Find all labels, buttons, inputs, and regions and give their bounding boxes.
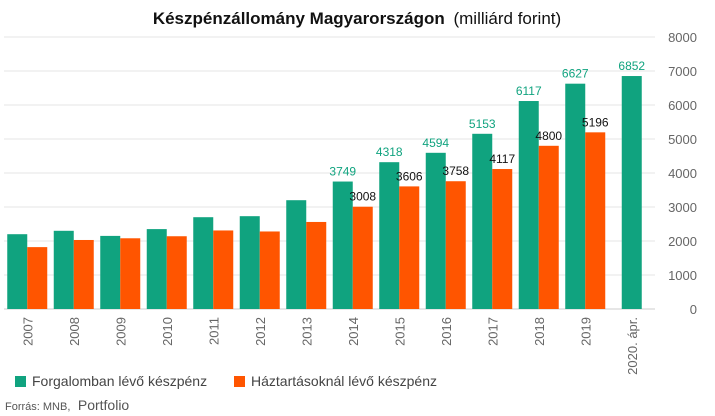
- x-tick-label: 2020. ápr.: [625, 317, 640, 375]
- x-tick-label: 2013: [299, 317, 314, 346]
- y-tick-label: 3000: [668, 200, 697, 215]
- x-tick-label: 2012: [253, 317, 268, 346]
- source-brand: Portfolio: [78, 397, 130, 413]
- bar-haztartasok: [259, 231, 280, 309]
- x-tick-label: 2010: [160, 317, 175, 346]
- bar-forgalomban: [518, 101, 539, 309]
- bar-forgalomban: [286, 200, 307, 309]
- bar-haztartasok: [445, 181, 466, 309]
- bar-haztartasok: [538, 145, 559, 309]
- bar-haztartasok: [120, 238, 141, 309]
- bar-label-haztartasok: 3758: [442, 164, 469, 178]
- bar-haztartasok: [585, 132, 606, 309]
- x-tick-label: 2019: [578, 317, 593, 346]
- bar-forgalomban: [193, 217, 214, 309]
- bar-labels: 3749 3008 4318 3606 4594 3758 5153 4117 6117 4800…: [329, 59, 645, 204]
- chart-title-main: Készpénzállomány Magyarországon: [153, 9, 445, 28]
- bar-label-forgalomban: 3749: [329, 165, 356, 179]
- bar-forgalomban: [621, 76, 642, 309]
- source-prefix: Forrás: MNB,: [5, 401, 70, 413]
- bar-label-forgalomban: 5153: [469, 117, 496, 131]
- bar-forgalomban: [53, 230, 74, 309]
- source-note: Forrás: MNB, Portfolio: [5, 397, 129, 414]
- y-tick-label: 8000: [668, 30, 697, 45]
- bar-forgalomban: [7, 234, 28, 309]
- bar-forgalomban: [565, 83, 586, 309]
- x-tick-label: 2016: [439, 317, 454, 346]
- bar-label-forgalomban: 6627: [562, 67, 589, 81]
- bar-label-haztartasok: 3606: [396, 169, 423, 183]
- x-tick-label: 2017: [485, 317, 500, 346]
- bar-haztartasok: [73, 239, 94, 309]
- bar-haztartasok: [399, 186, 420, 309]
- x-tick-label: 2015: [392, 317, 407, 346]
- bar-label-forgalomban: 4318: [376, 145, 403, 159]
- x-tick-label: 2007: [20, 317, 35, 346]
- chart-title: Készpénzállomány Magyarországon (milliár…: [153, 9, 561, 28]
- bar-haztartasok: [492, 169, 513, 309]
- bar-label-forgalomban: 6117: [516, 84, 542, 98]
- y-tick-label: 6000: [668, 98, 697, 113]
- legend: Forgalomban lévő készpénz Háztartásoknál…: [15, 373, 437, 389]
- y-tick-label: 2000: [668, 234, 697, 249]
- y-tick-label: 1000: [668, 268, 697, 283]
- bar-forgalomban: [100, 235, 121, 309]
- bar-forgalomban: [239, 216, 260, 309]
- bar-label-haztartasok: 3008: [349, 190, 376, 204]
- legend-label-series-1: Forgalomban lévő készpénz: [32, 373, 207, 389]
- bar-haztartasok: [166, 236, 187, 309]
- bar-label-forgalomban: 6852: [618, 59, 645, 73]
- bar-label-haztartasok: 5196: [582, 115, 609, 129]
- legend-label-series-2: Háztartásoknál lévő készpénz: [251, 373, 437, 389]
- x-tick-label: 2008: [67, 317, 82, 346]
- x-tick-label: 2018: [532, 317, 547, 346]
- bar-forgalomban: [472, 133, 493, 309]
- y-tick-label: 0: [690, 302, 697, 317]
- y-tick-label: 7000: [668, 64, 697, 79]
- bar-label-haztartasok: 4800: [535, 129, 562, 143]
- y-tick-label: 4000: [668, 166, 697, 181]
- bar-label-forgalomban: 4594: [422, 136, 449, 150]
- legend-swatch-series-1: [15, 376, 26, 387]
- bar-forgalomban: [146, 229, 167, 309]
- bar-haztartasok: [213, 230, 234, 309]
- bar-forgalomban: [425, 152, 446, 309]
- legend-swatch-series-2: [234, 376, 245, 387]
- bar-forgalomban: [332, 181, 353, 309]
- bar-haztartasok: [352, 206, 373, 309]
- bars: [7, 76, 642, 309]
- y-tick-label: 5000: [668, 132, 697, 147]
- x-tick-label: 2009: [113, 317, 128, 346]
- bar-label-haztartasok: 4117: [489, 152, 515, 166]
- bar-haztartasok: [27, 247, 48, 309]
- x-tick-label: 2014: [346, 317, 361, 346]
- x-tick-label: 2011: [206, 317, 221, 345]
- bar-forgalomban: [379, 162, 400, 309]
- bar-haztartasok: [306, 221, 327, 309]
- y-axis-ticks: 0 1000 2000 3000 4000 5000 6000 7000 8000: [668, 30, 697, 317]
- chart-title-unit: (milliárd forint): [453, 9, 561, 28]
- x-axis-ticks: 2007 2008 2009 2010 2011 2012 2013 2014 2015 2016…: [20, 317, 640, 375]
